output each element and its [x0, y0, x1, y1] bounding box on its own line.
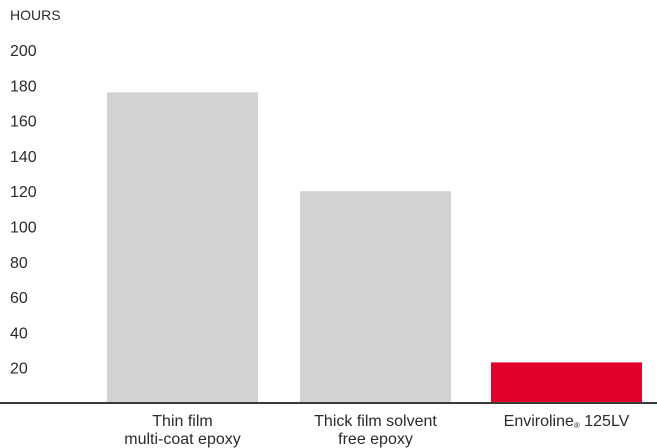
category-label: multi-coat epoxy [124, 431, 241, 448]
y-tick-label: 120 [10, 184, 37, 201]
y-tick-label: 200 [10, 43, 37, 60]
y-tick-label: 40 [10, 325, 28, 342]
y-tick-label: 100 [10, 220, 37, 237]
y-axis-label: HOURS [10, 7, 61, 23]
bar [107, 92, 258, 404]
bars [107, 92, 642, 404]
category-label: Thick film solvent [314, 413, 437, 430]
bar [491, 362, 642, 403]
y-tick-label: 160 [10, 114, 37, 131]
y-tick-label: 20 [10, 361, 28, 378]
category-label: free epoxy [338, 431, 413, 448]
y-tick-label: 60 [10, 290, 28, 307]
y-tick-label: 80 [10, 255, 28, 272]
y-axis-ticks: 20 40 60 80 100 120 140 160 180 200 [10, 43, 37, 378]
y-tick-label: 180 [10, 78, 37, 95]
bar [300, 191, 451, 403]
category-label: Enviroline® 125LV [504, 413, 630, 430]
category-label: Thin film [152, 413, 212, 430]
y-tick-label: 140 [10, 149, 37, 166]
